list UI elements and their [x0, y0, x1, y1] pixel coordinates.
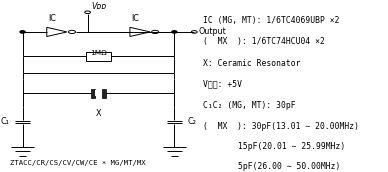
Text: Vᴅᴅ: Vᴅᴅ	[91, 2, 106, 11]
Text: IC: IC	[131, 14, 139, 23]
Text: C₂: C₂	[187, 117, 196, 126]
Text: X: Ceramic Resonator: X: Ceramic Resonator	[203, 58, 301, 68]
Text: X: X	[96, 109, 101, 118]
Bar	[102, 89, 106, 98]
Bar	[90, 89, 95, 98]
Bar	[86, 52, 111, 61]
Text: IC (MG, MT): 1/6TC4069UBP ×2: IC (MG, MT): 1/6TC4069UBP ×2	[203, 16, 340, 25]
Text: IC: IC	[48, 14, 56, 23]
Text: Output: Output	[199, 27, 226, 36]
Text: 1MΩ: 1MΩ	[90, 50, 107, 56]
Circle shape	[20, 31, 25, 33]
Text: 5pF(26.00 ∼ 50.00MHz): 5pF(26.00 ∼ 50.00MHz)	[238, 162, 340, 171]
Text: 15pF(20.01 ∼ 25.99MHz): 15pF(20.01 ∼ 25.99MHz)	[238, 142, 345, 151]
Text: C₁: C₁	[1, 117, 10, 126]
Text: Vᴅᴅ: +5V: Vᴅᴅ: +5V	[203, 80, 242, 89]
Text: ZTACC/CR/CS/CV/CW/CE ∗ MG/MT/MX: ZTACC/CR/CS/CV/CW/CE ∗ MG/MT/MX	[10, 160, 145, 166]
Text: (  MX  ): 30pF(13.01 ∼ 20.00MHz): ( MX ): 30pF(13.01 ∼ 20.00MHz)	[203, 122, 359, 131]
Text: (  MX  ): 1/6TC74HCU04 ×2: ( MX ): 1/6TC74HCU04 ×2	[203, 37, 325, 46]
Circle shape	[172, 31, 177, 33]
Text: C₁C₂ (MG, MT): 30pF: C₁C₂ (MG, MT): 30pF	[203, 101, 296, 110]
Bar	[95, 90, 102, 96]
